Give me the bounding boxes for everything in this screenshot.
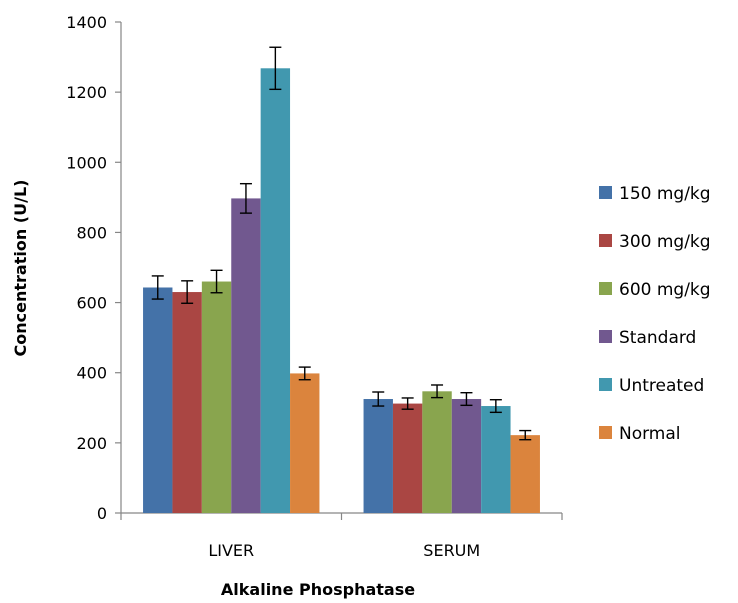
y-tick-label: 1000 — [66, 153, 107, 172]
y-axis-title: Concentration (U/L) — [11, 180, 30, 357]
legend-label: Standard — [619, 328, 696, 348]
bar — [392, 403, 423, 513]
legend-swatch — [599, 234, 612, 247]
y-tick-label: 600 — [76, 294, 107, 313]
legend-swatch — [599, 330, 612, 343]
y-axis: 0 200 400 600 800 1000 1200 1400 — [66, 13, 122, 523]
legend-label: 300 mg/kg — [619, 232, 711, 252]
bar — [143, 287, 173, 513]
error-bars — [151, 46, 532, 441]
y-tick-label: 0 — [97, 504, 107, 523]
bar — [422, 391, 452, 513]
y-tick-label: 800 — [76, 223, 107, 242]
legend-label: Normal — [619, 424, 681, 444]
legend-label: 600 mg/kg — [619, 280, 711, 300]
bar — [231, 198, 261, 513]
y-tick-label: 1400 — [66, 13, 107, 32]
bar — [260, 68, 291, 514]
legend-swatch — [599, 282, 612, 295]
legend-label: Untreated — [619, 376, 704, 396]
x-tick-label: LIVER — [208, 541, 254, 560]
y-tick-label: 200 — [76, 434, 107, 453]
bar — [481, 406, 511, 513]
y-tick-label: 1200 — [66, 83, 107, 102]
x-tick-label: SERUM — [423, 541, 480, 560]
legend-swatch — [599, 426, 612, 439]
x-axis: LIVER SERUM — [120, 512, 563, 560]
legend: 150 mg/kg 300 mg/kg 600 mg/kg Standard Untre… — [599, 184, 711, 444]
x-axis-title: Alkaline Phosphatase — [221, 580, 415, 599]
bar — [201, 281, 232, 513]
y-tick-label: 400 — [76, 364, 107, 383]
bar — [172, 292, 202, 513]
legend-label: 150 mg/kg — [619, 184, 711, 204]
bar — [363, 399, 393, 513]
bar — [451, 399, 482, 513]
bars — [143, 68, 540, 514]
bar — [510, 435, 540, 513]
legend-swatch — [599, 378, 612, 391]
bar — [290, 373, 320, 513]
legend-swatch — [599, 186, 612, 199]
